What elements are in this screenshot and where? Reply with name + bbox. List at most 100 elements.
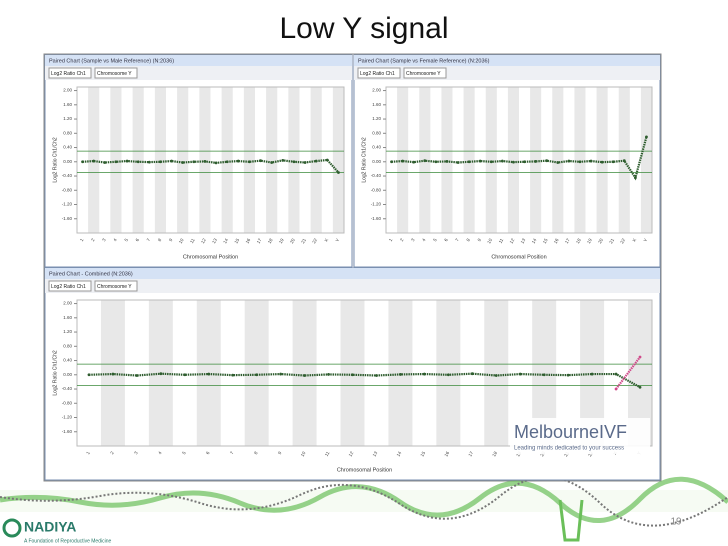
x-tick-label: 8 bbox=[157, 237, 163, 242]
y-tick-label: -1.20 bbox=[62, 202, 73, 207]
dropdown-label: Chromosome Y bbox=[406, 71, 441, 77]
x-tick-label: 14 bbox=[531, 237, 538, 244]
y-tick-label: 0.00 bbox=[63, 159, 72, 164]
logo-text: NADIYA bbox=[24, 519, 76, 535]
logo-tagline: A Foundation of Reproductive Medicine bbox=[24, 538, 111, 544]
y-tick-label: 0.40 bbox=[63, 358, 72, 363]
y-tick-label: 0.80 bbox=[63, 343, 72, 348]
chromosome-band bbox=[221, 87, 233, 233]
chromosome-band bbox=[628, 300, 652, 446]
y-tick-label: -0.80 bbox=[62, 187, 73, 192]
dropdown-label: Chromosome Y bbox=[97, 71, 132, 77]
x-tick-label: 22 bbox=[311, 237, 318, 244]
panel-title: Paired Chart - Combined (N:2036) bbox=[49, 271, 133, 277]
x-tick-label: 9 bbox=[477, 237, 483, 242]
x-tick-label: 12 bbox=[509, 237, 516, 244]
x-tick-label: 5 bbox=[123, 237, 129, 242]
x-tick-label: 13 bbox=[211, 237, 218, 244]
dropdown[interactable] bbox=[94, 67, 138, 79]
chromosome-band bbox=[110, 87, 122, 233]
x-axis-label: Chromosomal Position bbox=[337, 467, 392, 473]
y-tick-label: 1.60 bbox=[372, 102, 381, 107]
chromosome-band bbox=[463, 87, 475, 233]
logo: NADIYA A Foundation of Reproductive Medi… bbox=[2, 518, 111, 544]
chromosome-band bbox=[340, 300, 365, 446]
x-tick-label: 5 bbox=[432, 237, 438, 242]
x-tick-label: 3 bbox=[133, 450, 139, 455]
series-line bbox=[391, 136, 648, 181]
x-tick-label: 15 bbox=[542, 237, 549, 244]
x-tick-label: 4 bbox=[421, 237, 427, 242]
chromosome-band bbox=[485, 87, 497, 233]
x-tick-label: 22 bbox=[619, 237, 626, 244]
y-tick-label: -1.20 bbox=[62, 415, 73, 420]
plot-frame bbox=[385, 86, 653, 234]
y-tick-label: -1.60 bbox=[62, 216, 73, 221]
x-tick-label: 2 bbox=[90, 237, 96, 242]
y-tick-label: 1.20 bbox=[372, 116, 381, 121]
y-axis-label: Log2 Ratio Ch1/Ch2 bbox=[361, 137, 367, 183]
y-tick-label: 1.60 bbox=[63, 315, 72, 320]
x-tick-label: 18 bbox=[575, 237, 582, 244]
x-tick-label: 21 bbox=[608, 237, 615, 244]
x-tick-label: 11 bbox=[498, 237, 505, 244]
brand-box bbox=[510, 418, 650, 454]
y-tick-label: 1.20 bbox=[63, 329, 72, 334]
dropdown[interactable] bbox=[94, 280, 138, 292]
y-tick-label: -1.20 bbox=[371, 202, 382, 207]
title-bar bbox=[45, 55, 352, 66]
panel-title: Paired Chart (Sample vs Male Reference) … bbox=[49, 58, 174, 64]
x-tick-label: 17 bbox=[564, 237, 571, 244]
x-tick-label: 9 bbox=[168, 237, 174, 242]
plot-frame bbox=[76, 86, 345, 234]
y-tick-label: -0.40 bbox=[62, 173, 73, 178]
genome-strip bbox=[0, 476, 728, 542]
x-tick-label: 11 bbox=[189, 237, 196, 244]
dropdown-label: Log2 Ratio Ch1 bbox=[51, 284, 86, 290]
x-tick-label: 1 bbox=[79, 237, 85, 242]
chromosome-band bbox=[199, 87, 211, 233]
x-axis-label: Chromosomal Position bbox=[491, 254, 546, 260]
x-tick-label: X bbox=[631, 238, 637, 243]
x-tick-label: 15 bbox=[233, 237, 240, 244]
x-tick-label: 7 bbox=[454, 237, 460, 242]
x-tick-label: 6 bbox=[443, 237, 449, 242]
chromosome-band bbox=[596, 87, 608, 233]
chromosome-band bbox=[574, 87, 586, 233]
chromosome-band bbox=[552, 87, 564, 233]
page-number: 19 bbox=[670, 517, 682, 528]
y-tick-label: 0.00 bbox=[63, 372, 72, 377]
y-tick-label: 2.00 bbox=[63, 88, 72, 93]
x-tick-label: 14 bbox=[222, 237, 229, 244]
x-tick-label: 14 bbox=[395, 450, 402, 457]
x-tick-label: 20 bbox=[597, 237, 604, 244]
x-tick-label: 18 bbox=[491, 450, 498, 457]
brand-tagline: Leading minds dedicated to your success bbox=[514, 446, 624, 452]
x-tick-label: 3 bbox=[410, 237, 416, 242]
x-tick-label: 4 bbox=[112, 237, 118, 242]
y-tick-label: 0.40 bbox=[372, 145, 381, 150]
y-tick-label: -1.60 bbox=[62, 429, 73, 434]
series-line bbox=[615, 356, 641, 390]
x-tick-label: 19 bbox=[586, 237, 593, 244]
chromosome-band bbox=[532, 300, 557, 446]
dropdown[interactable] bbox=[357, 67, 401, 79]
x-tick-label: 7 bbox=[146, 237, 152, 242]
x-tick-label: 7 bbox=[229, 450, 235, 455]
dropdown[interactable] bbox=[403, 67, 447, 79]
x-tick-label: 17 bbox=[467, 450, 474, 457]
chromosome-band bbox=[332, 87, 344, 233]
y-tick-label: 2.00 bbox=[372, 88, 381, 93]
chromosome-band bbox=[436, 300, 461, 446]
chromosome-band bbox=[244, 300, 269, 446]
x-tick-label: 2 bbox=[399, 237, 405, 242]
x-tick-label: 1 bbox=[388, 237, 394, 242]
dropdown[interactable] bbox=[48, 67, 92, 79]
chromosome-band bbox=[507, 87, 519, 233]
x-tick-label: 11 bbox=[324, 450, 331, 457]
panel-title: Paired Chart (Sample vs Female Reference… bbox=[358, 58, 490, 64]
dropdown[interactable] bbox=[48, 280, 92, 292]
x-tick-label: 10 bbox=[300, 450, 307, 457]
y-tick-label: 1.60 bbox=[63, 102, 72, 107]
